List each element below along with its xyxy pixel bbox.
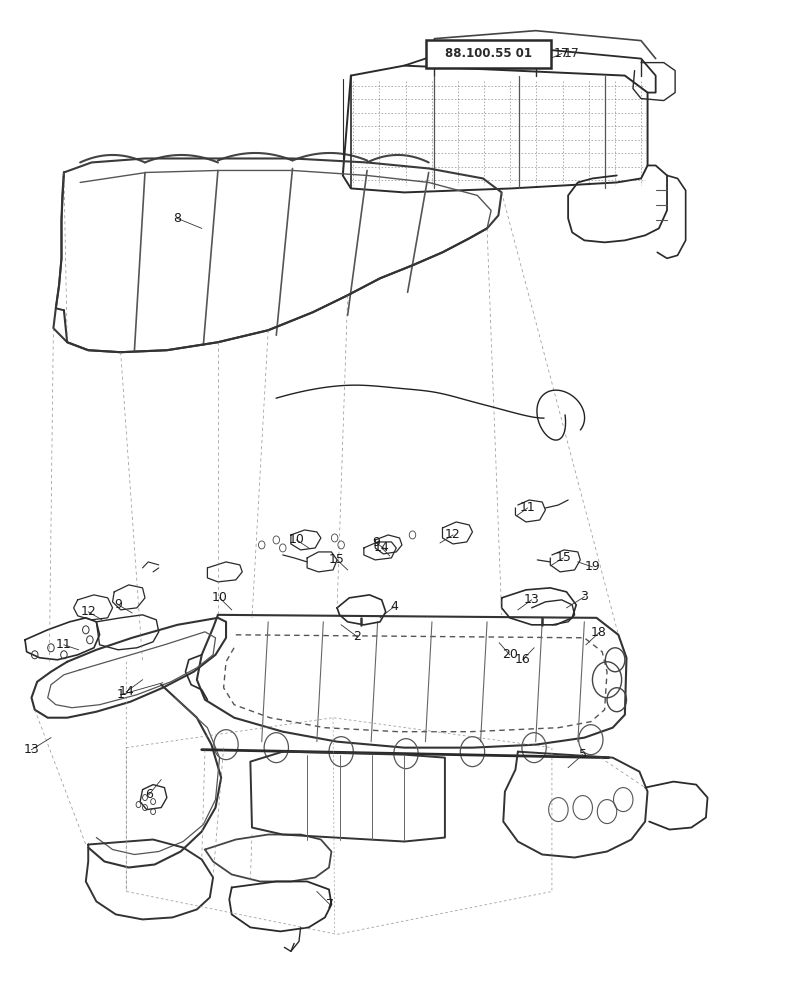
Text: 13: 13 <box>523 593 539 606</box>
Text: 17: 17 <box>553 47 569 60</box>
Text: 19: 19 <box>584 560 599 573</box>
Text: 8: 8 <box>174 212 181 225</box>
Text: 18: 18 <box>590 626 606 639</box>
Text: 2: 2 <box>353 630 361 643</box>
Text: 12: 12 <box>444 528 461 541</box>
Text: 6: 6 <box>145 788 152 801</box>
Text: 15: 15 <box>328 553 345 566</box>
Text: 11: 11 <box>519 501 534 514</box>
Text: 12: 12 <box>80 605 96 618</box>
Text: 3: 3 <box>580 590 587 603</box>
Text: 20: 20 <box>501 648 517 661</box>
Text: 10: 10 <box>288 533 304 546</box>
Text: 9: 9 <box>114 598 122 611</box>
Text: 88.100.55 01: 88.100.55 01 <box>444 47 531 60</box>
Text: 14: 14 <box>118 685 134 698</box>
Text: 5: 5 <box>578 748 586 761</box>
Text: 13: 13 <box>24 743 39 756</box>
Text: 16: 16 <box>514 653 530 666</box>
Text: 11: 11 <box>56 638 71 651</box>
Text: 7: 7 <box>325 898 333 911</box>
Text: 1: 1 <box>117 688 124 701</box>
Text: 17: 17 <box>563 47 578 60</box>
Text: 4: 4 <box>389 600 397 613</box>
Text: 9: 9 <box>371 536 380 549</box>
Text: 15: 15 <box>555 551 570 564</box>
Text: 14: 14 <box>373 541 389 554</box>
FancyBboxPatch shape <box>426 40 551 68</box>
Text: 10: 10 <box>212 591 227 604</box>
